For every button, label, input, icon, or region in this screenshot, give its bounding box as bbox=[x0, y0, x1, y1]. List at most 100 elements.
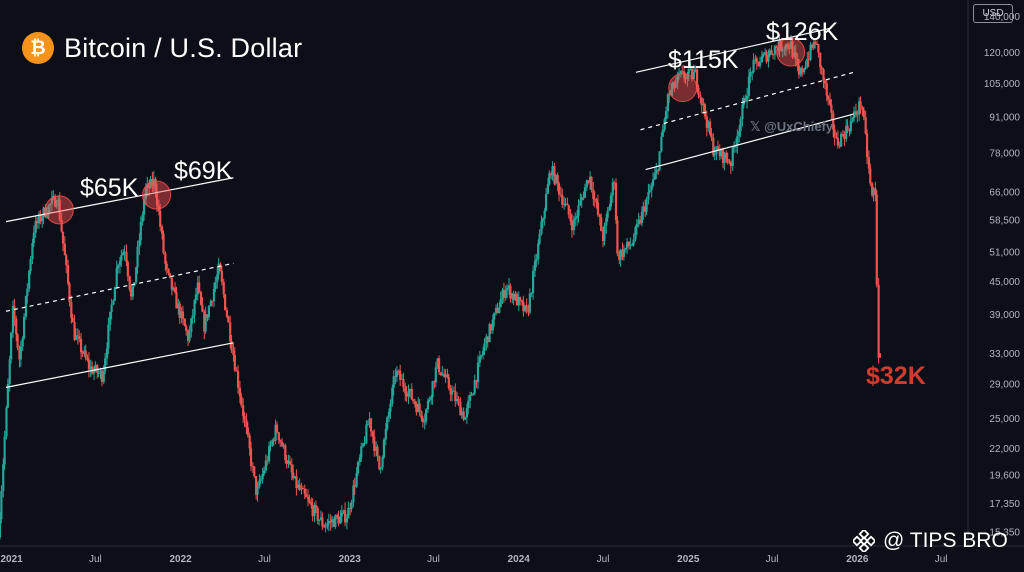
candle-body bbox=[392, 376, 395, 388]
candle-body bbox=[126, 261, 129, 277]
candle-body bbox=[520, 300, 524, 302]
candle-body bbox=[131, 286, 135, 297]
candle-body bbox=[48, 203, 52, 206]
candle-body bbox=[0, 519, 2, 538]
candle-body bbox=[749, 72, 752, 77]
candle-body bbox=[211, 301, 214, 303]
x-tick-label: 2022 bbox=[170, 554, 193, 565]
candle-body bbox=[605, 217, 608, 226]
candle-body bbox=[556, 174, 559, 184]
candle-body bbox=[183, 318, 186, 327]
candle-body bbox=[569, 214, 572, 222]
candle-body bbox=[81, 352, 84, 354]
candle-body bbox=[212, 288, 216, 302]
candle-body bbox=[673, 82, 676, 88]
candle-body bbox=[206, 314, 209, 318]
candle-body bbox=[214, 282, 217, 289]
candle-body bbox=[576, 215, 579, 218]
candle-body bbox=[791, 41, 794, 58]
candle-body bbox=[112, 300, 115, 305]
candle-body bbox=[788, 47, 791, 49]
candle-body bbox=[2, 464, 5, 492]
candle-body bbox=[275, 424, 279, 433]
candle-body bbox=[135, 267, 138, 283]
candle-body bbox=[650, 185, 653, 191]
candle-body bbox=[255, 476, 258, 495]
candle-body bbox=[489, 324, 493, 331]
trendline bbox=[5, 262, 234, 312]
y-tick-label: 19,600 bbox=[989, 471, 1020, 482]
candle-body bbox=[330, 519, 334, 523]
candle-body bbox=[371, 431, 374, 437]
candle-body bbox=[227, 316, 230, 323]
candle-body bbox=[755, 58, 758, 62]
candle-body bbox=[321, 517, 324, 527]
candle-body bbox=[203, 311, 206, 332]
candle-body bbox=[462, 411, 465, 420]
candle-body bbox=[186, 330, 190, 341]
candle-body bbox=[760, 56, 764, 63]
candle-body bbox=[481, 351, 485, 356]
binance-icon bbox=[853, 530, 875, 552]
candle-body bbox=[757, 61, 760, 67]
candle-body bbox=[692, 72, 695, 79]
candle-body bbox=[512, 293, 515, 301]
candle-body bbox=[658, 151, 661, 171]
candle-body bbox=[6, 384, 9, 408]
candle-body bbox=[173, 287, 177, 292]
candle-body bbox=[144, 188, 147, 200]
candle-body bbox=[830, 104, 833, 113]
candle-body bbox=[324, 525, 327, 528]
candle-body bbox=[828, 99, 832, 105]
candle-body bbox=[640, 211, 644, 224]
brand-text: @ TIPS BRO bbox=[883, 529, 1008, 552]
candle-body bbox=[781, 49, 784, 51]
candle-body bbox=[340, 512, 343, 517]
candle-body bbox=[168, 273, 172, 278]
candle-body bbox=[848, 130, 851, 132]
candle-body bbox=[713, 153, 716, 156]
candle-body bbox=[381, 457, 384, 468]
candle-body bbox=[611, 182, 614, 196]
candle-body bbox=[399, 370, 402, 380]
candle-body bbox=[511, 293, 514, 299]
candle-body bbox=[201, 304, 204, 312]
candle-body bbox=[73, 322, 76, 340]
price-label-current: $32K bbox=[866, 362, 926, 390]
candle-body bbox=[305, 494, 308, 498]
candle-body bbox=[358, 457, 361, 463]
candle-body bbox=[741, 104, 744, 120]
candle-body bbox=[369, 418, 373, 432]
candle-body bbox=[423, 421, 426, 423]
candle-body bbox=[65, 255, 68, 266]
candle-body bbox=[5, 407, 8, 437]
price-label-65k: $65K bbox=[80, 174, 139, 202]
price-label-115k: $115K bbox=[668, 46, 739, 74]
candle-body bbox=[862, 109, 865, 118]
candle-body bbox=[29, 258, 32, 271]
candle-body bbox=[504, 290, 507, 298]
candle-body bbox=[804, 66, 807, 69]
candle-body bbox=[297, 484, 300, 489]
watermark-handle: @UxChiefy bbox=[764, 119, 834, 134]
candle-body bbox=[770, 50, 773, 55]
currency-button[interactable]: USD bbox=[973, 4, 1013, 23]
candle-body bbox=[582, 197, 585, 199]
candle-body bbox=[642, 206, 645, 212]
candle-body bbox=[789, 41, 793, 49]
candle-body bbox=[128, 276, 131, 290]
candle-body bbox=[300, 488, 303, 490]
candle-body bbox=[366, 424, 369, 426]
candle-body bbox=[37, 214, 41, 224]
candle-body bbox=[498, 307, 501, 313]
candle-body bbox=[528, 293, 531, 313]
candle-body bbox=[235, 370, 238, 372]
candle-body bbox=[83, 350, 86, 354]
candle-body bbox=[274, 424, 277, 441]
candle-body bbox=[572, 219, 575, 231]
candle-body bbox=[295, 476, 298, 489]
candle-body bbox=[515, 293, 518, 306]
candle-body bbox=[626, 241, 629, 248]
peak-highlight-circle bbox=[776, 37, 806, 67]
